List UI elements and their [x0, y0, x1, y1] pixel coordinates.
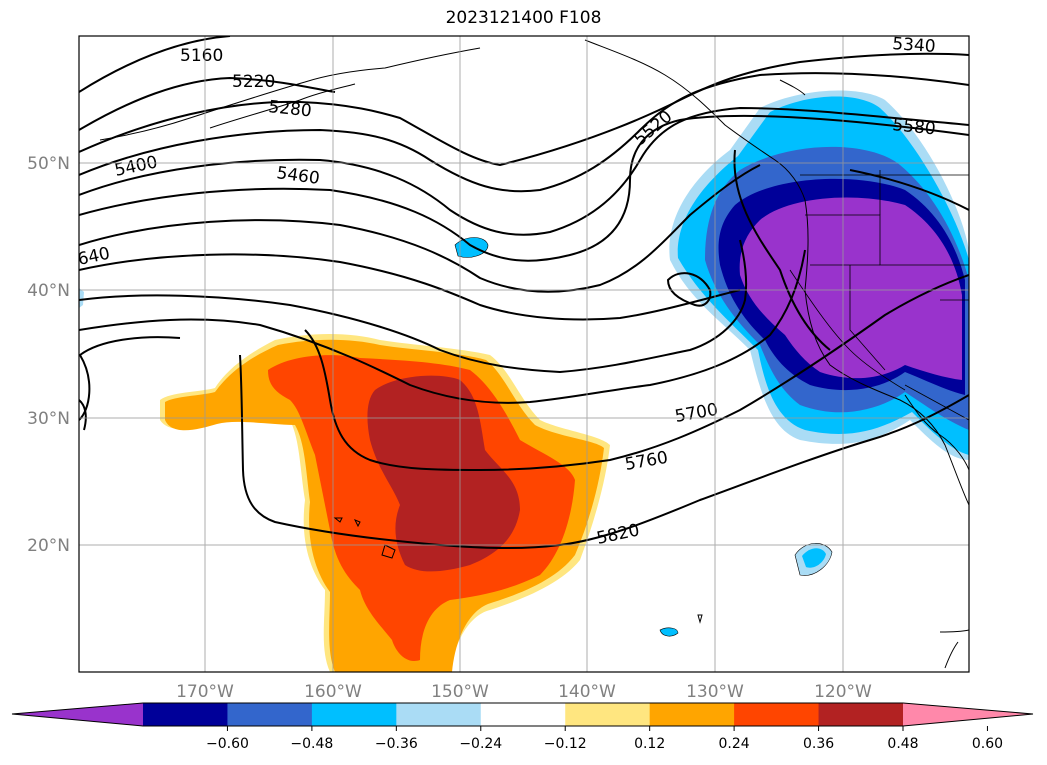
colorbar-segment — [818, 703, 904, 726]
colorbar-tick-label: −0.60 — [206, 736, 249, 752]
colorbar-tick-label: 0.24 — [719, 736, 750, 752]
lon-label-170w: 170°W — [176, 682, 234, 702]
lon-label-160w: 160°W — [304, 682, 362, 702]
contour-label-5580: 5580 — [891, 115, 936, 139]
negative-anomaly-region — [79, 90, 969, 637]
contour-label-5220: 5220 — [232, 72, 275, 92]
colorbar-tick-label: −0.12 — [544, 736, 587, 752]
colorbar-ticks: −0.60 −0.48 −0.36 −0.24 −0.12 0.12 0.24 0.36 0.4… — [206, 726, 1003, 752]
colorbar-segment — [227, 703, 313, 726]
map-title: 2023121400 F108 — [445, 8, 602, 28]
colorbar-segment — [396, 703, 482, 726]
lat-label-50n: 50°N — [27, 154, 70, 174]
colorbar-tick-label: 0.12 — [634, 736, 665, 752]
lat-label-30n: 30°N — [27, 409, 70, 429]
lon-label-120w: 120°W — [814, 682, 872, 702]
colorbar-segment — [311, 703, 397, 726]
colorbar-segment — [734, 703, 820, 726]
colorbar-tick-label: 0.60 — [972, 736, 1003, 752]
colorbar-extend-high — [903, 703, 1033, 726]
height-contours — [79, 36, 969, 550]
longitude-labels: 170°W 160°W 150°W 140°W 130°W 120°W — [176, 682, 872, 702]
colorbar-segment — [143, 703, 228, 726]
contour-label-5340: 5340 — [892, 34, 937, 57]
lat-label-20n: 20°N — [27, 536, 70, 556]
coastlines — [99, 39, 969, 669]
colorbar-segment — [565, 703, 651, 726]
contour-label-5280: 5280 — [267, 97, 312, 121]
lat-label-40n: 40°N — [27, 281, 70, 301]
lon-label-140w: 140°W — [558, 682, 616, 702]
colorbar-tick-label: −0.24 — [459, 736, 502, 752]
colorbar-segment — [480, 703, 566, 726]
lon-label-150w: 150°W — [431, 682, 489, 702]
lon-label-130w: 130°W — [686, 682, 744, 702]
colorbar-outline — [11, 702, 1034, 727]
colorbar-tick-label: 0.48 — [887, 736, 918, 752]
colorbar-tick-label: −0.48 — [290, 736, 333, 752]
colorbar-segment — [649, 703, 735, 726]
latitude-labels: 50°N 40°N 30°N 20°N — [27, 154, 70, 556]
colorbar-extend-low — [12, 703, 143, 726]
colorbar-tick-label: −0.36 — [375, 736, 418, 752]
map-frame — [78, 35, 970, 673]
contour-label-5160: 5160 — [180, 46, 223, 66]
colorbar: −0.60 −0.48 −0.36 −0.24 −0.12 0.12 0.24 0.36 0.4… — [11, 702, 1034, 752]
gridlines — [79, 36, 969, 672]
colorbar-segments — [143, 703, 904, 726]
colorbar-tick-label: 0.36 — [803, 736, 834, 752]
